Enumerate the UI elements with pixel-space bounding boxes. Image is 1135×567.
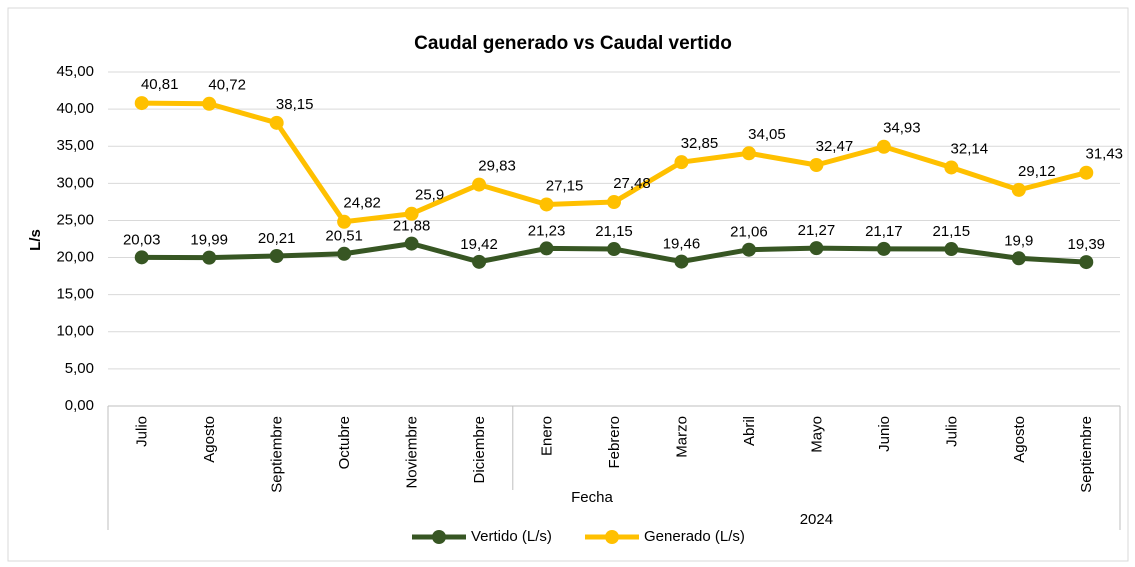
x-tick-label: Septiembre: [1078, 416, 1095, 493]
x-tick-label: Enero: [539, 416, 556, 456]
y-tick-label: 25,00: [56, 211, 94, 228]
data-label: 34,93: [883, 120, 921, 137]
data-point: [202, 96, 217, 111]
data-label: 21,88: [393, 218, 431, 235]
data-label: 32,85: [681, 135, 719, 152]
y-tick-label: 5,00: [65, 360, 94, 377]
y-tick-label: 35,00: [56, 137, 94, 154]
data-point: [1011, 182, 1026, 197]
data-point: [269, 248, 284, 263]
chart-title: Caudal generado vs Caudal vertido: [414, 33, 732, 54]
data-point: [337, 214, 352, 229]
data-point: [741, 146, 756, 161]
data-label: 21,15: [595, 223, 633, 240]
data-point: [539, 241, 554, 256]
data-point: [674, 155, 689, 170]
y-tick-label: 30,00: [56, 174, 94, 191]
group-label: 2024: [800, 511, 833, 528]
x-tick-label: Agosto: [1011, 416, 1028, 463]
data-label: 27,15: [546, 177, 584, 194]
y-tick-label: 10,00: [56, 323, 94, 340]
legend-label: Vertido (L/s): [471, 528, 552, 545]
data-point: [944, 160, 959, 175]
y-axis-label: L/s: [27, 229, 44, 251]
data-point: [472, 177, 487, 192]
data-point: [404, 206, 419, 221]
x-tick-label: Mayo: [808, 416, 825, 453]
data-label: 34,05: [748, 126, 786, 143]
data-label: 21,17: [865, 223, 903, 240]
data-point: [607, 242, 621, 257]
data-label: 19,46: [663, 236, 701, 253]
data-point: [674, 254, 689, 269]
data-label: 24,82: [343, 195, 381, 212]
data-label: 19,42: [460, 236, 498, 253]
data-point: [539, 197, 554, 212]
data-label: 40,72: [208, 77, 246, 94]
data-label: 21,06: [730, 224, 768, 241]
data-point: [944, 242, 959, 257]
x-tick-label: Julio: [943, 416, 960, 447]
y-tick-label: 20,00: [56, 249, 94, 266]
data-point: [607, 195, 621, 210]
data-point: [876, 139, 891, 154]
data-label: 32,14: [951, 140, 989, 157]
x-tick-label: Octubre: [336, 416, 353, 469]
x-tick-label: Abril: [741, 416, 758, 446]
data-point: [202, 250, 217, 265]
x-axis-label: Fecha: [571, 489, 613, 506]
data-label: 21,27: [798, 222, 836, 239]
data-label: 20,21: [258, 230, 296, 247]
data-point: [134, 250, 149, 265]
data-label: 20,03: [123, 231, 161, 248]
legend-marker: [605, 530, 619, 544]
data-label: 20,51: [325, 228, 363, 245]
x-tick-label: Julio: [134, 416, 151, 447]
y-tick-label: 45,00: [56, 63, 94, 80]
data-label: 31,43: [1085, 146, 1123, 163]
data-label: 19,39: [1067, 236, 1105, 253]
data-point: [472, 254, 487, 269]
data-label: 27,48: [613, 175, 651, 192]
chart-border: [7, 7, 1129, 562]
data-label: 29,12: [1018, 163, 1056, 180]
data-point: [876, 241, 891, 256]
data-label: 38,15: [276, 96, 314, 113]
data-label: 25,9: [415, 187, 444, 204]
y-tick-label: 40,00: [56, 100, 94, 117]
data-point: [404, 236, 419, 251]
x-tick-label: Noviembre: [404, 416, 421, 489]
legend-marker: [432, 530, 446, 544]
data-point: [134, 96, 149, 111]
y-tick-label: 0,00: [65, 397, 94, 414]
x-tick-label: Marzo: [673, 416, 690, 458]
data-label: 29,83: [478, 158, 516, 175]
data-label: 40,81: [141, 76, 179, 93]
legend-label: Generado (L/s): [644, 528, 745, 545]
x-tick-label: Agosto: [201, 416, 218, 463]
x-tick-label: Junio: [876, 416, 893, 452]
data-point: [809, 241, 824, 256]
x-tick-label: Septiembre: [269, 416, 286, 493]
data-point: [1079, 255, 1094, 270]
data-label: 32,47: [816, 138, 854, 155]
data-point: [1011, 251, 1026, 266]
x-tick-label: Febrero: [606, 416, 623, 469]
data-label: 21,23: [528, 222, 566, 239]
data-label: 19,99: [190, 232, 228, 249]
data-point: [1079, 165, 1094, 180]
data-point: [809, 158, 824, 173]
data-label: 21,15: [933, 223, 971, 240]
data-label: 19,9: [1004, 232, 1033, 249]
data-point: [741, 242, 756, 257]
data-point: [337, 246, 352, 261]
data-point: [269, 115, 284, 130]
x-tick-label: Diciembre: [471, 416, 488, 484]
y-tick-label: 15,00: [56, 286, 94, 303]
